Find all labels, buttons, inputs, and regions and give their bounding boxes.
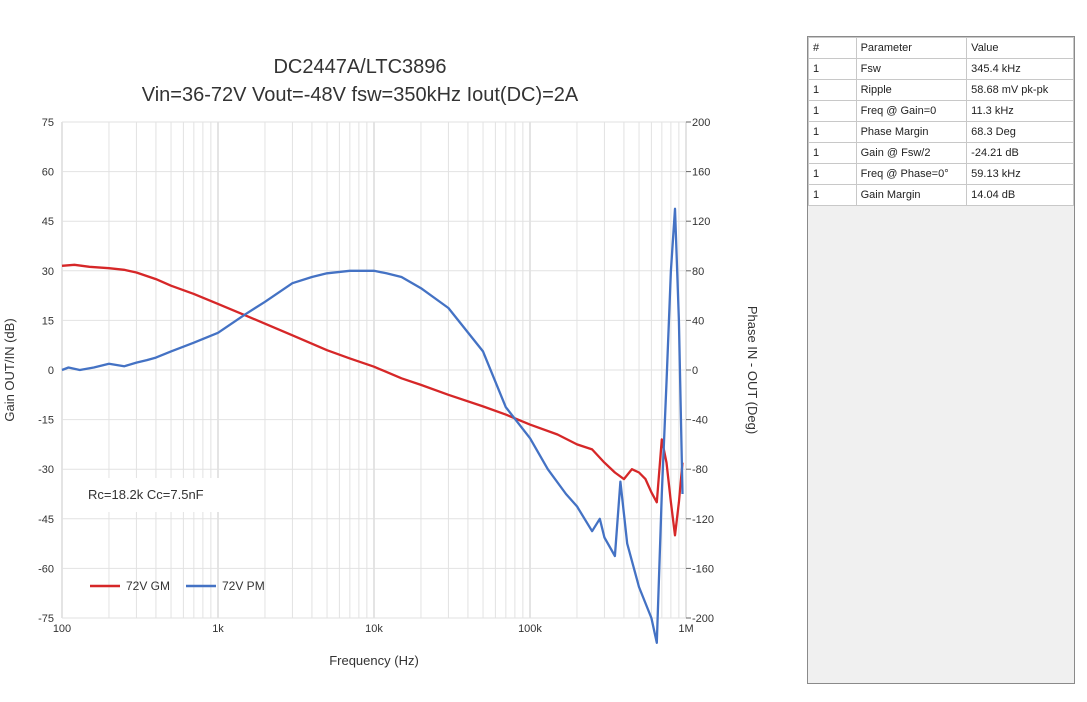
legend-label-phase: 72V PM [222,579,265,593]
x-axis-label: Frequency (Hz) [329,653,419,668]
header-parameter[interactable]: Parameter [855,37,968,59]
y2-tick-label: 160 [692,167,710,179]
x-tick-label: 10k [365,623,383,635]
y-tick-label: -30 [38,464,54,476]
row-value: 11.3 kHz [966,100,1074,122]
results-panel[interactable]: # Parameter Value 1 Fsw 345.4 kHz 1 Ripp… [807,36,1075,684]
y-tick-label: 15 [42,315,54,327]
row-parameter: Gain @ Fsw/2 [855,142,968,164]
table-row[interactable]: 1 Fsw 345.4 kHz [808,58,1074,80]
results-header-row: # Parameter Value [808,37,1074,59]
y2-tick-label: -40 [692,415,708,427]
table-row[interactable]: 1 Gain Margin 14.04 dB [808,184,1074,206]
y-tick-label: 30 [42,266,54,278]
header-value[interactable]: Value [966,37,1074,59]
y-tick-label: 45 [42,216,54,228]
y2-tick-label: 80 [692,266,704,278]
table-row[interactable]: 1 Freq @ Gain=0 11.3 kHz [808,100,1074,122]
table-row[interactable]: 1 Phase Margin 68.3 Deg [808,121,1074,143]
row-index: 1 [808,142,857,164]
x-tick-label: 100k [518,623,542,635]
y-axis-label: Gain OUT/IN (dB) [2,318,17,421]
row-parameter: Freq @ Gain=0 [855,100,968,122]
row-index: 1 [808,184,857,206]
row-value: 345.4 kHz [966,58,1074,80]
x-tick-label: 100 [53,623,71,635]
row-index: 1 [808,79,857,101]
row-value: 68.3 Deg [966,121,1074,143]
table-row[interactable]: 1 Gain @ Fsw/2 -24.21 dB [808,142,1074,164]
y2-tick-label: 200 [692,117,710,129]
row-parameter: Phase Margin [855,121,968,143]
y2-tick-label: 0 [692,365,698,377]
results-table: # Parameter Value 1 Fsw 345.4 kHz 1 Ripp… [808,37,1074,206]
row-parameter: Ripple [855,79,968,101]
y-tick-label: 60 [42,167,54,179]
row-parameter: Fsw [855,58,968,80]
row-parameter: Gain Margin [855,184,968,206]
annotation-box [80,478,260,512]
y2-tick-label: -200 [692,613,714,625]
series-line-phase [61,207,684,644]
chart-title: DC2447A/LTC3896 [273,56,446,78]
row-index: 1 [808,163,857,185]
x-tick-label: 1M [678,623,693,635]
header-index[interactable]: # [808,37,857,59]
y-tick-label: 0 [48,365,54,377]
y-tick-label: 75 [42,117,54,129]
annotation-text: Rc=18.2k Cc=7.5nF [88,487,204,502]
row-index: 1 [808,100,857,122]
row-index: 1 [808,121,857,143]
bode-plot-svg: DC2447A/LTC3896 Vin=36-72V Vout=-48V fsw=… [2,56,760,668]
bode-plot: DC2447A/LTC3896 Vin=36-72V Vout=-48V fsw=… [2,56,760,668]
table-row[interactable]: 1 Ripple 58.68 mV pk-pk [808,79,1074,101]
legend-label-gain: 72V GM [126,579,170,593]
y-tick-label: -75 [38,613,54,625]
row-value: 58.68 mV pk-pk [966,79,1074,101]
y2-tick-label: -80 [692,464,708,476]
x-tick-label: 1k [212,623,224,635]
y-tick-label: -45 [38,514,54,526]
row-value: -24.21 dB [966,142,1074,164]
row-index: 1 [808,58,857,80]
series-line-gain [61,263,684,537]
y-tick-label: -60 [38,563,54,575]
table-row[interactable]: 1 Freq @ Phase=0° 59.13 kHz [808,163,1074,185]
y2-axis-label: Phase IN - OUT (Deg) [745,306,760,434]
y2-tick-label: -120 [692,514,714,526]
y2-tick-label: 120 [692,216,710,228]
y-tick-label: -15 [38,415,54,427]
y2-tick-label: 40 [692,315,704,327]
row-parameter: Freq @ Phase=0° [855,163,968,185]
row-value: 14.04 dB [966,184,1074,206]
chart-subtitle: Vin=36-72V Vout=-48V fsw=350kHz Iout(DC)… [142,84,579,106]
y2-tick-label: -160 [692,563,714,575]
row-value: 59.13 kHz [966,163,1074,185]
